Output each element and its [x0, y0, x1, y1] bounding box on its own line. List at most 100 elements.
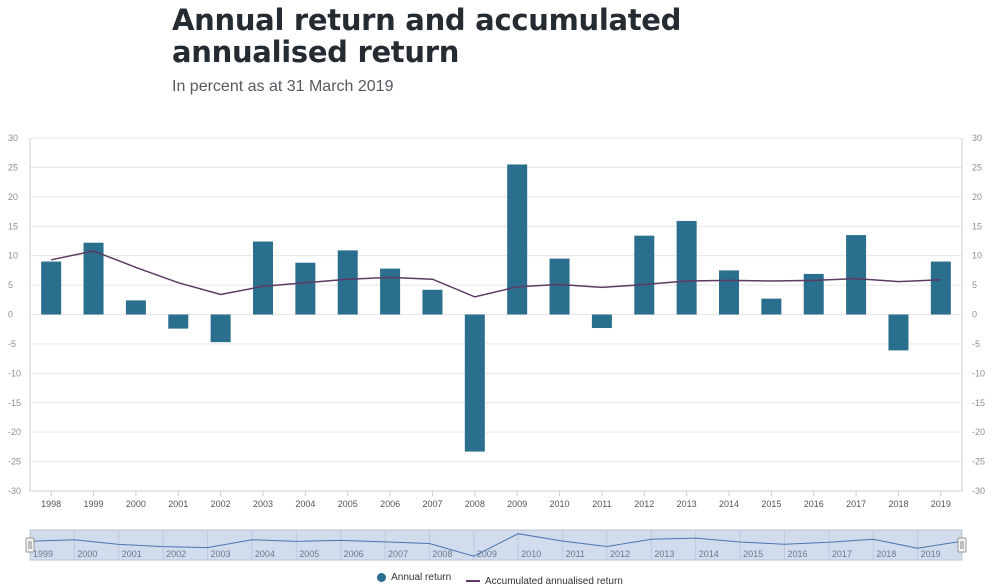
- legend-line-swatch: [465, 580, 480, 582]
- navigator-tick-label: 2002: [166, 549, 186, 559]
- x-tick-label: 1998: [41, 499, 61, 509]
- bar-2009[interactable]: [507, 164, 528, 315]
- navigator-tick-label: 2011: [566, 549, 585, 559]
- legend-label-annual-return: Annual return: [391, 572, 452, 583]
- navigator-tick-label: 2014: [699, 549, 719, 559]
- x-tick-label: 2016: [804, 499, 824, 509]
- y-tick-label-right: -15: [972, 398, 985, 408]
- y-tick-label-right: 20: [972, 192, 982, 202]
- navigator-tick-label: 1999: [33, 549, 53, 559]
- bar-2006[interactable]: [380, 268, 401, 315]
- y-tick-label-right: 25: [972, 162, 982, 172]
- y-tick-label-left: 25: [8, 162, 18, 172]
- legend-item-accumulated[interactable]: Accumulated annualised return: [465, 575, 623, 587]
- bar-2011[interactable]: [591, 314, 612, 329]
- y-tick-label-right: -25: [972, 457, 985, 467]
- x-tick-label: 2010: [550, 499, 570, 509]
- bar-2013[interactable]: [676, 220, 697, 315]
- bar-2002[interactable]: [210, 314, 231, 343]
- navigator-tick-label: 2019: [921, 549, 941, 559]
- bar-1998[interactable]: [41, 261, 62, 315]
- x-tick-label: 2005: [338, 499, 358, 509]
- legend-item-annual-return[interactable]: Annual return: [377, 572, 451, 583]
- bar-2014[interactable]: [719, 270, 739, 315]
- navigator-tick-label: 2010: [521, 549, 541, 559]
- bar-2018[interactable]: [888, 314, 909, 351]
- bar-2003[interactable]: [253, 241, 273, 315]
- y-tick-label-left: 5: [8, 280, 13, 290]
- x-tick-label: 2015: [761, 499, 781, 509]
- navigator-tick-label: 2018: [876, 549, 896, 559]
- x-tick-label: 2007: [422, 499, 442, 509]
- navigator-tick-label: 2016: [787, 549, 807, 559]
- navigator-handle-right[interactable]: [957, 537, 967, 553]
- y-tick-label-left: -10: [8, 368, 21, 378]
- bar-2001[interactable]: [168, 314, 189, 329]
- y-tick-label-right: -20: [972, 427, 985, 437]
- x-tick-label: 2002: [211, 499, 231, 509]
- x-tick-label: 2011: [592, 499, 611, 509]
- y-tick-label-left: 20: [8, 192, 18, 202]
- bar-2016[interactable]: [803, 273, 824, 315]
- y-tick-label-left: -25: [8, 457, 21, 467]
- x-tick-label: 2019: [931, 499, 951, 509]
- x-tick-label: 2017: [846, 499, 866, 509]
- bar-1999[interactable]: [83, 242, 104, 315]
- x-tick-label: 2000: [126, 499, 146, 509]
- navigator-tick-label: 2007: [388, 549, 408, 559]
- y-tick-label-left: 30: [8, 133, 18, 143]
- x-tick-label: 2018: [888, 499, 908, 509]
- x-tick-label: 2013: [677, 499, 697, 509]
- y-tick-label-right: 0: [972, 310, 977, 320]
- navigator-tick-label: 2004: [255, 549, 275, 559]
- x-tick-label: 1999: [84, 499, 104, 509]
- bar-2000[interactable]: [125, 300, 146, 315]
- x-tick-label: 2006: [380, 499, 400, 509]
- y-tick-label-right: 10: [972, 251, 982, 261]
- y-tick-label-left: 0: [8, 310, 13, 320]
- y-tick-label-right: 15: [972, 221, 982, 231]
- bar-2015[interactable]: [761, 298, 782, 315]
- x-tick-label: 2009: [507, 499, 527, 509]
- navigator-tick-label: 2017: [832, 549, 852, 559]
- legend-label-accumulated: Accumulated annualised return: [484, 575, 623, 587]
- y-tick-label-right: -10: [972, 368, 985, 378]
- bar-2004[interactable]: [295, 262, 316, 315]
- x-tick-label: 2012: [634, 499, 654, 509]
- navigator-tick-label: 2006: [344, 549, 364, 559]
- y-tick-label-right: 30: [972, 133, 982, 143]
- x-tick-label: 2004: [295, 499, 315, 509]
- navigator-handle-left[interactable]: [25, 537, 35, 553]
- navigator-tick-label: 2009: [477, 549, 497, 559]
- navigator-series-line: [29, 533, 963, 557]
- y-tick-label-left: 10: [8, 251, 18, 261]
- navigator-tick-label: 2005: [299, 549, 319, 559]
- legend-bar-swatch: [377, 573, 387, 582]
- navigator-tick-label: 2008: [432, 549, 452, 559]
- navigator-tick-label: 2015: [743, 549, 763, 559]
- legend: Annual return Accumulated annualised ret…: [0, 572, 1000, 587]
- navigator-tick-label: 2000: [77, 549, 97, 559]
- navigator-tick-label: 2013: [654, 549, 674, 559]
- bar-2017[interactable]: [846, 235, 867, 315]
- x-tick-label: 2001: [168, 499, 188, 509]
- bar-2005[interactable]: [337, 250, 358, 315]
- chart-title: Annual return and accumulated annualised…: [172, 3, 682, 69]
- bar-2007[interactable]: [422, 289, 443, 315]
- y-tick-label-left: 15: [8, 221, 18, 231]
- accumulated-line[interactable]: [51, 250, 941, 298]
- y-tick-label-right: -5: [972, 339, 980, 349]
- x-tick-label: 2014: [719, 499, 739, 509]
- bar-2019[interactable]: [930, 261, 951, 315]
- y-tick-label-left: -5: [8, 339, 16, 349]
- navigator-tick-label: 2003: [211, 549, 231, 559]
- y-tick-label-right: -30: [972, 486, 985, 496]
- bar-2008[interactable]: [464, 314, 485, 452]
- y-tick-label-left: -15: [8, 398, 21, 408]
- bar-2012[interactable]: [634, 235, 655, 315]
- bar-2010[interactable]: [549, 258, 570, 315]
- navigator-tick-label: 2012: [610, 549, 630, 559]
- x-tick-label: 2008: [465, 499, 485, 509]
- chart-subtitle: In percent as at 31 March 2019: [172, 78, 394, 95]
